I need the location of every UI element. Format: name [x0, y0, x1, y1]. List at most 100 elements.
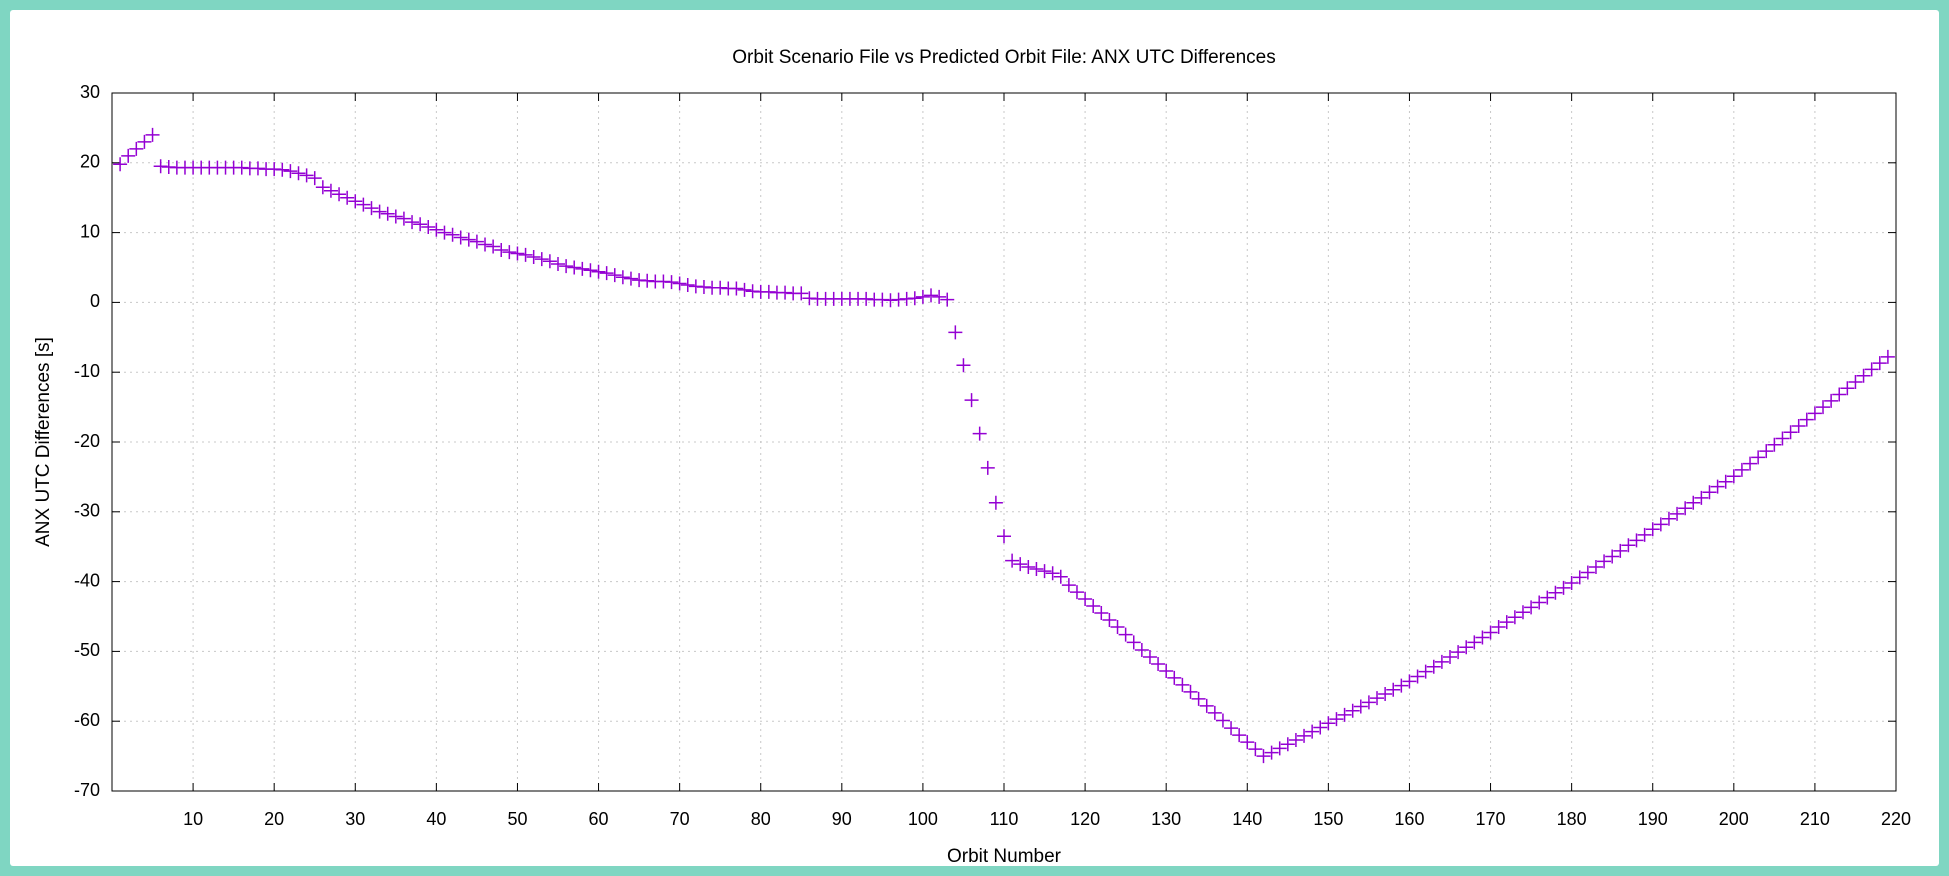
- point: [1305, 724, 1320, 739]
- point: [551, 257, 565, 272]
- y-tick-label: 10: [80, 221, 100, 241]
- point: [413, 217, 428, 232]
- point: [364, 201, 379, 216]
- point: [607, 268, 622, 283]
- point: [1702, 485, 1717, 500]
- point: [599, 266, 614, 281]
- point: [1613, 543, 1628, 558]
- point: [1840, 381, 1855, 396]
- point: [1232, 728, 1247, 743]
- point: [915, 289, 930, 304]
- point: [445, 227, 460, 242]
- point: [1824, 393, 1839, 408]
- point: [1491, 619, 1506, 634]
- point: [1280, 737, 1295, 752]
- point: [1288, 733, 1303, 748]
- x-tick-label: 110: [990, 809, 1019, 829]
- y-tick-label: 20: [80, 152, 100, 172]
- point: [1743, 456, 1758, 471]
- point: [1775, 431, 1790, 446]
- point: [1175, 677, 1190, 692]
- point: [542, 254, 557, 269]
- y-tick-label: -70: [74, 780, 100, 800]
- point: [510, 246, 525, 261]
- point: [1507, 610, 1522, 625]
- point: [567, 260, 582, 275]
- point: [1142, 649, 1157, 664]
- point: [1515, 605, 1530, 620]
- point: [1353, 699, 1368, 714]
- point: [948, 325, 963, 340]
- x-axis-label: Orbit Number: [947, 846, 1062, 867]
- point: [372, 204, 387, 219]
- point: [615, 270, 630, 285]
- point: [1751, 450, 1766, 465]
- point: [1686, 495, 1701, 510]
- x-tick-label: 210: [1800, 809, 1830, 829]
- y-tick-label: 0: [90, 291, 100, 311]
- chart-title: Orbit Scenario File vs Predicted Orbit F…: [732, 47, 1275, 68]
- y-tick-label: -30: [74, 501, 100, 521]
- point: [1118, 627, 1133, 642]
- x-tick-label: 20: [264, 809, 284, 829]
- x-tick-label: 160: [1394, 809, 1424, 829]
- point: [137, 134, 152, 149]
- y-tick-label: -40: [74, 570, 100, 590]
- point: [1069, 585, 1084, 600]
- point: [348, 194, 363, 209]
- point: [1791, 418, 1806, 433]
- x-tick-label: 50: [507, 809, 527, 829]
- point: [469, 234, 484, 249]
- point: [518, 247, 533, 262]
- point: [1572, 570, 1587, 585]
- point: [1272, 741, 1287, 756]
- point: [1045, 566, 1060, 581]
- point: [1102, 612, 1117, 627]
- point: [1799, 412, 1814, 427]
- point: [1767, 437, 1782, 452]
- point: [964, 393, 979, 408]
- point: [405, 215, 420, 230]
- point: [1394, 678, 1409, 693]
- point: [1588, 559, 1603, 574]
- x-tick-label: 170: [1476, 809, 1506, 829]
- point: [1078, 592, 1093, 607]
- point: [323, 183, 338, 198]
- point: [1248, 742, 1263, 757]
- point: [924, 288, 939, 303]
- point: [1215, 713, 1230, 728]
- y-tick-label: -60: [74, 710, 100, 730]
- point: [1021, 559, 1036, 574]
- x-tick-label: 190: [1638, 809, 1668, 829]
- point: [932, 289, 947, 304]
- point: [1499, 615, 1514, 630]
- point: [1313, 720, 1328, 735]
- point: [794, 286, 809, 301]
- point: [1297, 728, 1312, 743]
- point: [1434, 654, 1449, 669]
- point: [421, 220, 436, 235]
- point: [1694, 490, 1709, 505]
- point: [1337, 707, 1352, 722]
- point: [1629, 533, 1644, 548]
- point: [1386, 682, 1401, 697]
- point: [1759, 444, 1774, 459]
- point: [1621, 538, 1636, 553]
- point: [1783, 425, 1798, 440]
- x-tick-label: 40: [426, 809, 446, 829]
- point: [1005, 553, 1020, 568]
- point: [1159, 663, 1174, 678]
- point: [1718, 474, 1733, 489]
- point: [291, 166, 306, 181]
- point: [1580, 565, 1595, 580]
- point: [129, 141, 144, 156]
- point: [940, 292, 955, 307]
- point: [396, 211, 411, 226]
- point: [1832, 387, 1847, 402]
- x-tick-label: 80: [751, 809, 771, 829]
- point: [1094, 606, 1109, 621]
- point: [332, 187, 347, 202]
- x-tick-label: 200: [1719, 809, 1749, 829]
- point: [1459, 640, 1474, 655]
